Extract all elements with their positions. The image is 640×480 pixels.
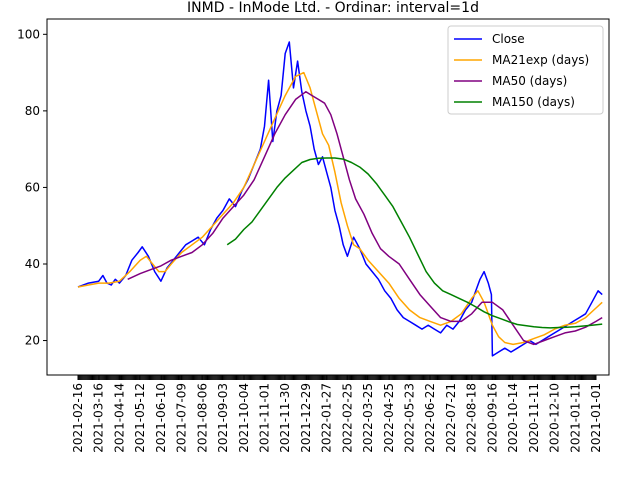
x-tick-label: 2021-06-10 — [154, 383, 168, 453]
x-tick-label: 2020-10-14 — [506, 383, 520, 453]
x-tick-label: 2022-05-23 — [403, 383, 417, 453]
series-layer — [77, 41, 603, 357]
y-axis: 20 40 60 80 100 — [17, 27, 47, 348]
x-tick-label: 2021-11-30 — [278, 383, 292, 453]
y-tick-label: 40 — [25, 257, 40, 271]
y-tick-label: 60 — [25, 180, 40, 194]
x-tick-label: 2021-05-12 — [133, 383, 147, 453]
x-tick-label: 2021-04-14 — [112, 383, 126, 453]
x-tick-label: 2020-11-11 — [527, 383, 541, 453]
legend-box — [447, 25, 604, 115]
x-tick-label: 2021-12-29 — [299, 383, 313, 453]
x-tick-label: 2021-10-04 — [237, 383, 251, 453]
x-tick-label: 2021-11-01 — [257, 383, 271, 453]
series-line-ma21exp-days — [77, 71, 603, 346]
plot-frame — [46, 18, 610, 376]
x-tick-label: 2020-09-16 — [485, 383, 499, 453]
x-tick-label: 2021-01-11 — [568, 383, 582, 453]
chart-title: INMD - InMode Ltd. - Ordinar: interval=1… — [187, 0, 479, 16]
x-tick-label: 2022-03-25 — [361, 383, 375, 453]
x-tick-label: 2022-07-21 — [444, 383, 458, 453]
series-line-close — [77, 41, 603, 357]
legend-label: MA21exp (days) — [492, 53, 589, 67]
x-tick-label: 2022-01-27 — [320, 383, 334, 453]
legend: Close MA21exp (days) MA50 (days) MA150 (day… — [447, 25, 604, 115]
legend-label: MA150 (days) — [492, 95, 575, 109]
x-tick-label: 2022-08-18 — [465, 383, 479, 453]
x-tick-label: 2021-08-06 — [195, 383, 209, 453]
y-tick-label: 80 — [25, 104, 40, 118]
x-tick-label: 2022-02-25 — [340, 383, 354, 453]
y-tick-label: 100 — [17, 27, 40, 41]
x-axis: 2021-02-16 2021-03-16 2021-04-14 2021-05-12… — [71, 375, 603, 453]
legend-label: MA50 (days) — [492, 74, 567, 88]
x-tick-label: 2021-02-16 — [71, 383, 85, 453]
series-line-ma150-days — [226, 157, 603, 329]
x-tick-label: 2021-03-16 — [92, 383, 106, 453]
x-tick-label: 2021-01-01 — [589, 383, 603, 453]
y-tick-label: 20 — [25, 334, 40, 348]
x-tick-label: 2022-06-22 — [423, 383, 437, 453]
x-tick-label: 2020-12-10 — [548, 383, 562, 453]
x-tick-label: 2021-09-03 — [216, 383, 230, 453]
series-line-ma50-days — [127, 90, 603, 346]
legend-label: Close — [492, 32, 525, 46]
x-tick-label: 2021-07-09 — [175, 383, 189, 453]
x-tick-label: 2022-04-25 — [382, 383, 396, 453]
